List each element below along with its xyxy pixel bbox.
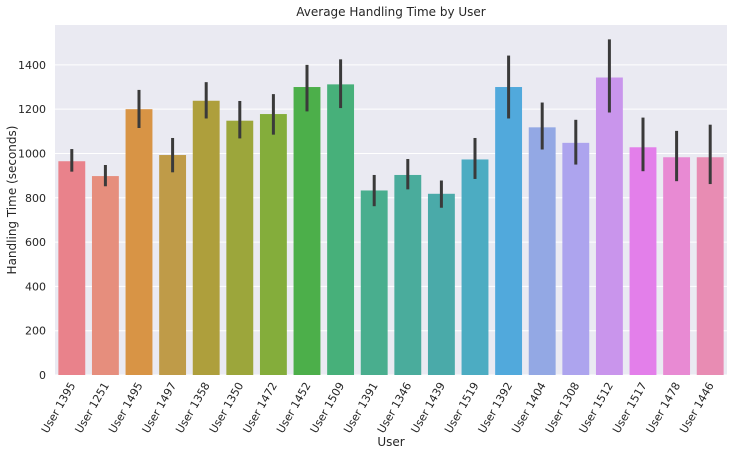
y-tick-0: 0: [39, 369, 46, 382]
bar-9: [360, 190, 388, 375]
bar-1: [91, 176, 119, 375]
bar-3: [159, 155, 187, 375]
bar-2: [125, 109, 153, 375]
y-tick-5: 1000: [18, 147, 46, 160]
error-bars: [70, 39, 712, 208]
y-tick-6: 1200: [18, 103, 46, 116]
bar-4: [192, 100, 220, 375]
y-tick-7: 1400: [18, 59, 46, 72]
bar-8: [327, 84, 355, 375]
bar-12: [461, 159, 489, 375]
bar-5: [226, 120, 254, 376]
y-tick-1: 200: [25, 325, 46, 338]
bar-18: [663, 157, 691, 375]
y-tick-4: 800: [25, 192, 46, 205]
bar-11: [427, 193, 455, 375]
y-tick-labels: 0 200 400 600 800 1000 1200 1400: [18, 59, 46, 382]
bar-6: [259, 114, 287, 376]
bar-7: [293, 87, 321, 375]
bar-19: [696, 157, 724, 375]
bar-10: [394, 174, 422, 375]
x-tick-19: User 1446: [677, 380, 717, 435]
bar-15: [562, 142, 590, 375]
x-axis-label: User: [377, 435, 404, 449]
y-tick-3: 600: [25, 236, 46, 249]
bars: [58, 77, 724, 376]
plot-background: [55, 25, 727, 375]
bar-14: [528, 127, 556, 376]
chart-title: Average Handling Time by User: [296, 5, 486, 19]
bar-0: [58, 161, 86, 375]
bar-16: [595, 77, 623, 375]
bar-17: [629, 147, 657, 375]
bar-13: [495, 87, 523, 375]
y-tick-2: 400: [25, 280, 46, 293]
y-axis-label: Handling Time (seconds): [5, 126, 19, 275]
